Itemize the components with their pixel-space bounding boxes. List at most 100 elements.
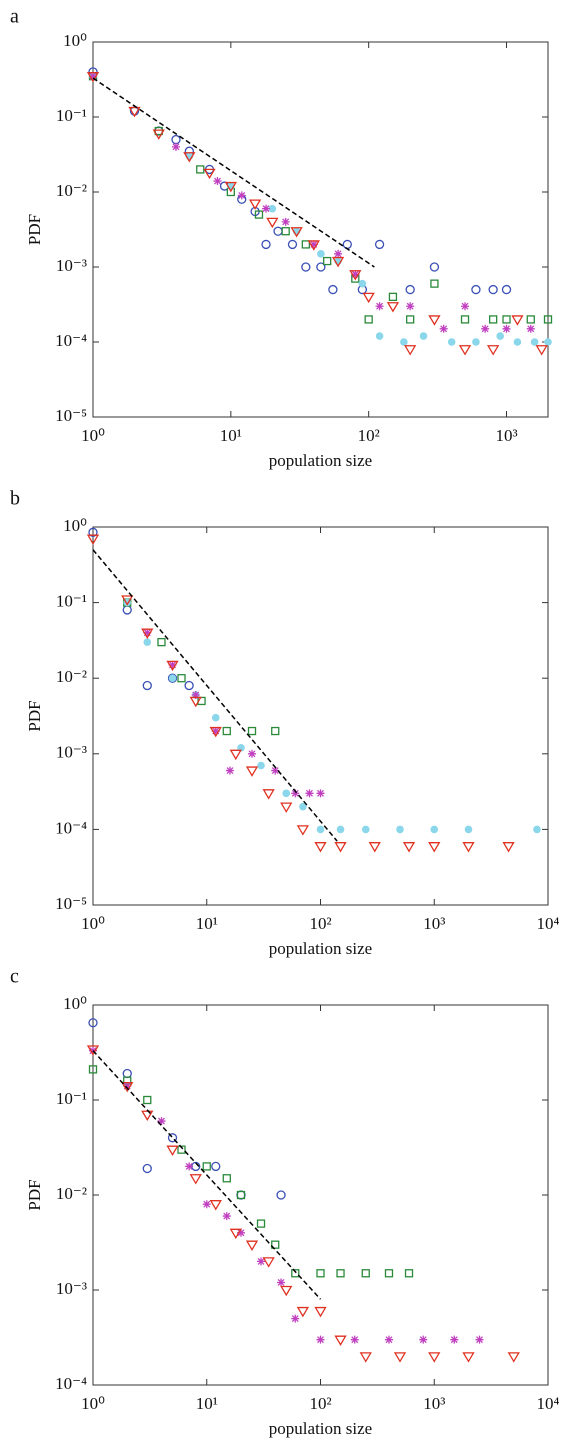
dot-marker — [143, 638, 152, 646]
triangle-marker — [203, 168, 216, 180]
y-tick-label: 10⁻² — [56, 667, 87, 686]
triangle-marker — [209, 1200, 222, 1211]
y-tick-label: 10⁻² — [56, 1184, 87, 1203]
triangle-marker — [507, 1352, 520, 1363]
asterisk-marker — [143, 628, 152, 637]
asterisk-marker — [281, 217, 290, 226]
asterisk-marker — [450, 1335, 459, 1344]
asterisk-marker — [168, 660, 177, 669]
triangle-marker — [121, 1081, 134, 1093]
triangle-marker — [502, 842, 515, 853]
x-tick-label: 10² — [309, 914, 331, 933]
triangle-marker — [349, 270, 362, 281]
triangle-marker — [183, 152, 196, 163]
square-marker — [384, 1269, 394, 1278]
square-marker — [488, 315, 498, 324]
x-tick-label: 10³ — [423, 914, 445, 933]
asterisk-marker — [475, 1335, 484, 1344]
x-tick-label: 10¹ — [196, 914, 218, 933]
triangle-marker — [224, 181, 237, 193]
triangle-marker — [462, 842, 475, 853]
asterisk-marker — [248, 749, 257, 758]
circle-marker — [488, 284, 498, 295]
y-tick-label: 10⁻⁴ — [55, 818, 87, 837]
y-tick-label: 10⁻⁵ — [55, 894, 87, 913]
y-tick-label: 10⁻² — [56, 181, 87, 200]
dot-marker — [533, 825, 541, 834]
circle-marker — [167, 1133, 178, 1143]
square-marker — [361, 1269, 370, 1278]
dot-marker — [530, 338, 539, 346]
triangle-marker — [428, 1352, 441, 1363]
triangle-marker — [511, 315, 524, 326]
triangle-marker — [280, 802, 293, 813]
y-tick-label: 10⁻⁴ — [55, 1374, 87, 1393]
square-marker — [281, 227, 290, 236]
square-marker — [236, 1190, 246, 1200]
circle-marker — [184, 680, 194, 691]
triangle-marker — [86, 72, 100, 83]
circle-marker — [316, 262, 326, 272]
triangle-marker — [402, 842, 416, 853]
square-marker — [177, 674, 186, 683]
triangle-marker — [166, 660, 179, 672]
x-tick-label: 10⁰ — [81, 426, 105, 445]
dot-marker — [396, 825, 404, 834]
triangle-marker — [393, 1352, 407, 1363]
square-marker — [256, 1219, 266, 1228]
circle-marker — [342, 239, 352, 250]
asterisk-marker — [526, 324, 535, 333]
triangle-marker — [368, 842, 381, 853]
plot-frame — [92, 526, 549, 906]
fit-line — [92, 77, 375, 268]
square-marker — [316, 1269, 325, 1278]
dot-marker — [316, 825, 325, 834]
asterisk-marker — [406, 302, 415, 311]
circle-marker — [287, 239, 298, 250]
panel-label: b — [10, 488, 20, 510]
circle-marker — [236, 1190, 246, 1200]
circle-marker — [301, 262, 311, 272]
square-marker — [336, 1269, 345, 1278]
square-marker — [177, 1145, 186, 1154]
asterisk-marker — [277, 1278, 286, 1287]
square-marker — [301, 240, 310, 249]
asterisk-marker — [305, 789, 314, 798]
triangle-marker — [262, 1257, 275, 1268]
asterisk-marker — [222, 1212, 231, 1221]
square-marker — [271, 726, 280, 736]
triangle-marker — [209, 726, 222, 738]
circle-marker — [88, 1018, 98, 1028]
fit-line — [92, 549, 338, 842]
square-marker — [222, 726, 231, 736]
square-marker — [254, 210, 264, 219]
circle-marker — [429, 262, 440, 272]
square-marker — [502, 315, 511, 324]
square-marker — [526, 315, 535, 324]
dot-marker — [447, 338, 456, 346]
square-marker — [388, 292, 398, 301]
triangle-marker — [462, 1352, 475, 1363]
circle-marker — [328, 284, 338, 295]
dot-marker — [472, 338, 480, 346]
triangle-marker — [248, 199, 262, 210]
dot-marker — [464, 825, 473, 834]
triangle-marker — [245, 1240, 259, 1251]
dot-marker — [496, 332, 505, 340]
y-tick-label: 10⁻³ — [56, 256, 87, 275]
dot-marker — [358, 279, 367, 288]
asterisk-marker — [461, 302, 470, 311]
triangle-marker — [266, 217, 279, 229]
triangle-marker — [314, 842, 327, 853]
asterisk-marker — [89, 72, 97, 81]
circle-marker — [276, 1190, 286, 1200]
square-marker — [222, 1174, 231, 1183]
triangle-marker — [334, 1335, 347, 1346]
fit-line — [92, 1050, 322, 1300]
x-tick-label: 10¹ — [220, 426, 242, 445]
square-marker — [88, 1065, 98, 1074]
triangle-marker — [386, 302, 400, 313]
square-marker — [430, 279, 439, 288]
triangle-marker — [290, 227, 303, 238]
